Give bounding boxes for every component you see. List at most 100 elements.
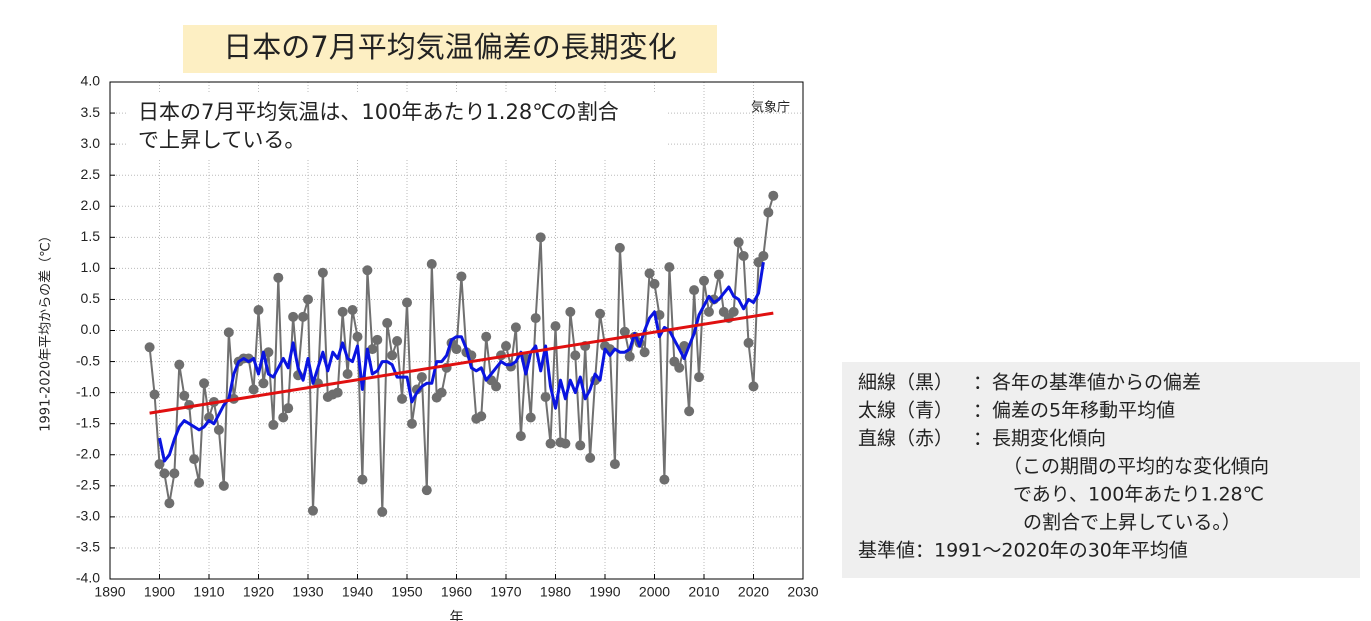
annual-point xyxy=(768,190,779,201)
annual-point xyxy=(223,327,234,338)
x-tick-label: 2020 xyxy=(738,584,769,600)
x-tick-label: 1930 xyxy=(292,584,323,600)
annual-point xyxy=(204,412,214,423)
x-tick-label: 1910 xyxy=(193,584,224,600)
annual-point xyxy=(713,269,724,280)
y-tick-label: 3.0 xyxy=(81,135,101,151)
annual-point xyxy=(689,285,700,296)
x-axis-label: 年 xyxy=(450,610,464,621)
annual-point xyxy=(738,250,749,261)
legend-note: の割合で上昇している。） xyxy=(1023,512,1241,534)
annual-point xyxy=(352,331,363,342)
annual-point xyxy=(213,424,224,435)
annual-point xyxy=(332,387,343,398)
y-tick-label: 3.5 xyxy=(81,104,101,120)
annual-point xyxy=(218,480,229,491)
annual-point xyxy=(382,318,393,329)
legend-text: ：各年の基準値からの偏差 xyxy=(973,372,1201,394)
annual-point xyxy=(540,391,551,402)
annual-point xyxy=(367,344,378,355)
annual-point xyxy=(436,387,447,398)
y-tick-label: -2.5 xyxy=(76,477,100,493)
annual-point xyxy=(421,485,432,496)
x-tick-label: 2010 xyxy=(688,584,719,600)
annual-point xyxy=(307,505,318,516)
y-tick-label: -3.5 xyxy=(76,539,100,555)
annual-point xyxy=(585,452,596,463)
annual-point xyxy=(560,438,571,449)
annual-point xyxy=(491,381,502,392)
x-tick-label: 1960 xyxy=(441,584,472,600)
annual-point xyxy=(288,311,299,322)
y-tick-label: -1.0 xyxy=(76,383,100,399)
annual-point xyxy=(550,321,561,332)
annotation-background xyxy=(128,92,666,160)
x-tick-label: 1990 xyxy=(589,584,620,600)
annual-point xyxy=(317,267,328,278)
legend-text: ：偏差の5年移動平均値 xyxy=(973,400,1175,422)
y-tick-label: 4.0 xyxy=(81,73,101,89)
y-tick-label: 2.0 xyxy=(81,197,101,213)
legend-key: 太線（青） xyxy=(858,400,953,422)
annual-point xyxy=(481,331,492,342)
y-tick-label: -3.0 xyxy=(76,508,100,524)
x-tick-label: 1920 xyxy=(243,584,274,600)
y-tick-label: 1.0 xyxy=(81,259,101,275)
annual-point xyxy=(451,344,462,355)
annual-point xyxy=(159,468,170,479)
annual-point xyxy=(342,368,353,379)
x-tick-label: 1900 xyxy=(144,584,175,600)
annual-point xyxy=(253,304,264,315)
annual-point xyxy=(372,334,383,345)
annual-point xyxy=(347,304,358,315)
annual-point xyxy=(694,372,705,383)
y-tick-label: 0.5 xyxy=(81,290,101,306)
annual-point xyxy=(416,372,427,383)
annual-point xyxy=(758,250,769,261)
annual-point xyxy=(154,459,165,470)
annual-point xyxy=(565,306,576,317)
annual-point xyxy=(406,418,417,429)
annual-point xyxy=(456,271,467,282)
annual-point xyxy=(144,342,155,353)
plot-frame xyxy=(109,81,804,580)
annual-point xyxy=(649,278,660,289)
annual-point xyxy=(699,275,709,286)
legend-key: 直線（赤） xyxy=(858,428,953,450)
annual-point xyxy=(357,474,368,485)
annual-point xyxy=(387,350,398,361)
annual-point xyxy=(595,308,606,319)
annual-point xyxy=(303,294,313,305)
annual-point xyxy=(609,459,620,470)
source-label: 気象庁 xyxy=(751,100,790,116)
x-tick-label: 1940 xyxy=(342,584,373,600)
annual-point xyxy=(273,272,284,283)
annual-point xyxy=(525,412,536,423)
annual-point xyxy=(189,454,200,465)
annual-point xyxy=(535,232,546,243)
annual-point xyxy=(199,378,210,389)
annual-point xyxy=(149,389,160,400)
x-tick-label: 2030 xyxy=(787,584,818,600)
annual-point xyxy=(426,259,437,270)
legend-box xyxy=(842,362,1360,578)
annual-point xyxy=(362,265,373,276)
annual-point xyxy=(530,313,541,324)
legend-base: 基準値：1991～2020年の30年平均値 xyxy=(858,540,1188,562)
annual-point xyxy=(763,207,774,218)
title-background xyxy=(183,25,717,73)
y-tick-label: -4.0 xyxy=(76,570,100,586)
annual-point xyxy=(397,393,408,404)
annual-point xyxy=(664,262,675,273)
y-tick-label: -1.5 xyxy=(76,414,100,430)
annual-point xyxy=(164,498,175,509)
legend-key: 細線（黒） xyxy=(858,372,953,394)
x-tick-label: 2000 xyxy=(639,584,670,600)
annual-point xyxy=(570,350,581,361)
annual-point xyxy=(194,477,205,488)
annual-point xyxy=(545,438,556,449)
annual-point xyxy=(411,384,422,395)
annual-point xyxy=(298,311,309,322)
annual-point xyxy=(728,306,739,317)
